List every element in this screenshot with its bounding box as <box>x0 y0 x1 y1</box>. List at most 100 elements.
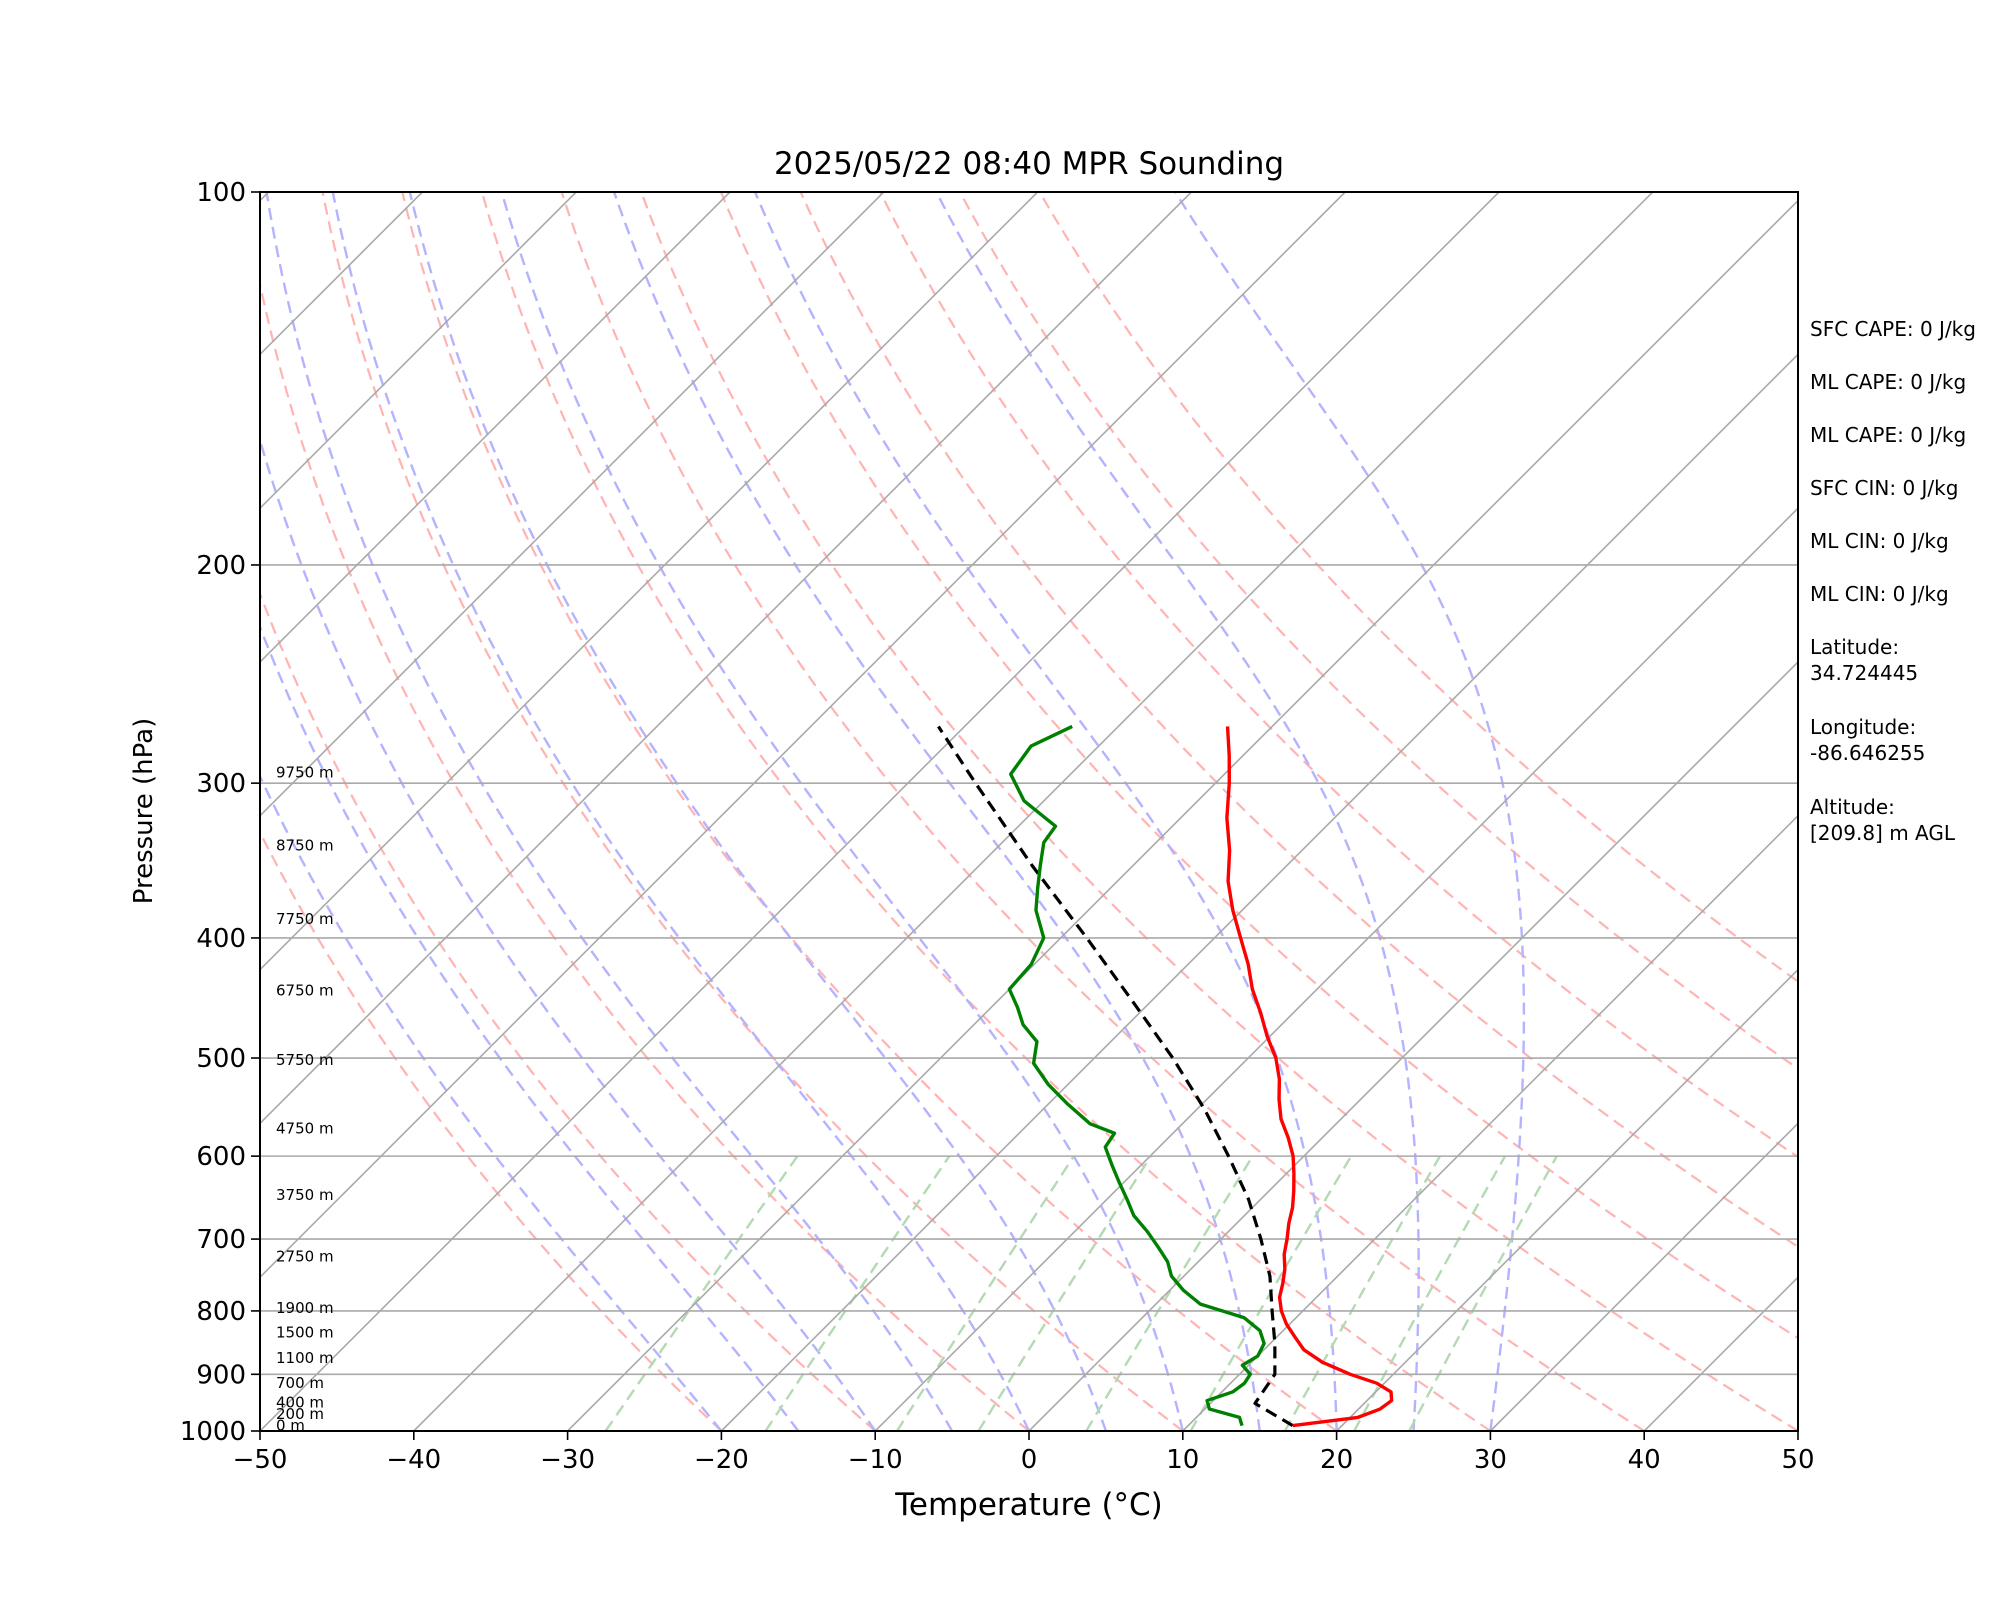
moist-adiabat-line <box>500 192 1184 1431</box>
x-tick-label: −30 <box>540 1445 595 1475</box>
dry-adiabat-line <box>560 192 1645 1431</box>
x-tick-label: 0 <box>1021 1445 1038 1475</box>
y-tick-label: 100 <box>196 178 246 208</box>
height-label: 3750 m <box>276 1186 334 1204</box>
height-label: 5750 m <box>276 1051 334 1069</box>
moist-adiabat-line <box>331 192 1031 1431</box>
mixing-ratio-line <box>1085 1155 1254 1431</box>
dry-adiabat-line <box>719 192 1798 1340</box>
x-axis-label: Temperature (°C) <box>894 1487 1163 1523</box>
height-label: 8750 m <box>276 837 334 855</box>
moist-adiabat-line <box>612 192 1261 1431</box>
latitude-block: Latitude: 34.724445 <box>1810 634 2000 686</box>
isotherm-line <box>260 192 577 510</box>
latitude-label: Latitude: <box>1810 635 1900 659</box>
isotherm-line <box>260 192 1192 1125</box>
moist-adiabat-line <box>753 192 1338 1431</box>
dry-adiabat-line <box>879 192 1798 1159</box>
longitude-value: -86.646255 <box>1810 741 1926 765</box>
ml-cape-stat-2: ML CAPE: 0 J/kg <box>1810 423 1967 447</box>
mixing-ratio-line <box>895 1155 1075 1431</box>
x-tick-label: −50 <box>233 1445 288 1475</box>
y-tick-label: 500 <box>196 1044 246 1074</box>
isotherm-line <box>260 192 731 664</box>
mixing-ratio-line <box>764 1155 951 1431</box>
sounding-stats-panel: SFC CAPE: 0 J/kg ML CAPE: 0 J/kg ML CAPE… <box>1810 316 2000 874</box>
height-label: 6750 m <box>276 981 334 999</box>
isotherm-line <box>413 192 1654 1431</box>
isotherm-line <box>260 192 1039 971</box>
sounding-profiles <box>937 724 1394 1428</box>
dry-adiabat-line <box>958 192 1798 1070</box>
moist-adiabat-line <box>408 192 1108 1431</box>
y-tick-label: 800 <box>196 1297 246 1327</box>
longitude-block: Longitude: -86.646255 <box>1810 714 2000 766</box>
isotherm-line <box>1028 660 1798 1431</box>
longitude-label: Longitude: <box>1810 715 1917 739</box>
y-tick-label: 600 <box>196 1142 246 1172</box>
y-tick-label: 700 <box>196 1225 246 1255</box>
dry-adiabat-line <box>1038 192 1798 983</box>
parcel-profile-line <box>937 725 1294 1427</box>
isotherm-line <box>567 199 1798 1431</box>
moist-adiabat-line <box>260 773 723 1431</box>
x-axis: −50 −40 −30 −20 −10 0 10 20 30 40 50 <box>233 1431 1815 1475</box>
chart-title: 2025/05/22 08:40 MPR Sounding <box>774 146 1284 182</box>
mixing-ratio-line <box>977 1155 1152 1431</box>
sfc-cin-stat: SFC CIN: 0 J/kg <box>1810 476 1959 500</box>
x-tick-label: 40 <box>1628 1445 1661 1475</box>
y-tick-label: 900 <box>196 1360 246 1390</box>
height-label: 1500 m <box>276 1324 334 1342</box>
y-tick-label: 400 <box>196 924 246 954</box>
isotherm-line <box>874 507 1798 1431</box>
y-axis: 100 200 300 400 500 600 700 800 900 1000 <box>180 178 260 1447</box>
x-tick-label: 10 <box>1166 1445 1199 1475</box>
x-tick-label: 30 <box>1474 1445 1507 1475</box>
isotherm-line <box>1336 968 1798 1431</box>
dewpoint-profile-line <box>1007 724 1266 1427</box>
moist-adiabat-line <box>935 192 1420 1431</box>
sfc-cape-stat: SFC CAPE: 0 J/kg <box>1810 317 1976 341</box>
mixing-ratio-line <box>1283 1155 1441 1431</box>
dry-adiabat-line <box>401 192 1338 1431</box>
x-tick-label: −40 <box>386 1445 441 1475</box>
y-axis-label: Pressure (hPa) <box>129 718 159 905</box>
mixing-ratio-line <box>1353 1155 1507 1431</box>
moist-adiabat-line <box>265 192 954 1431</box>
height-label: 2750 m <box>276 1247 334 1265</box>
dry-adiabat-line <box>260 279 1030 1431</box>
height-label: 4750 m <box>276 1120 334 1138</box>
isotherm-line <box>720 353 1798 1431</box>
background-lines <box>0 192 1798 1431</box>
isotherm-line <box>0 192 115 1431</box>
y-tick-label: 200 <box>196 551 246 581</box>
y-tick-label: 1000 <box>180 1417 246 1447</box>
temperature-profile-line <box>1225 726 1394 1428</box>
x-tick-label: 20 <box>1320 1445 1353 1475</box>
altitude-block: Altitude: [209.8] m AGL <box>1810 794 2000 846</box>
height-label: 9750 m <box>276 763 334 781</box>
mixing-ratio-line <box>1408 1155 1558 1431</box>
isotherm-line <box>260 192 1500 1431</box>
isotherm-line <box>1489 1122 1798 1431</box>
dry-adiabat-line <box>480 192 1492 1431</box>
dry-adiabat-line <box>260 830 723 1431</box>
plot-frame <box>259 191 1799 1432</box>
dry-adiabat-line <box>640 192 1798 1431</box>
y-tick-label: 300 <box>196 769 246 799</box>
height-label: 1900 m <box>276 1299 334 1317</box>
altitude-value: [209.8] m AGL <box>1810 821 1956 845</box>
moist-adiabat-line <box>260 623 800 1431</box>
dry-adiabat-line <box>260 590 876 1431</box>
isotherm-line <box>260 192 885 817</box>
dry-adiabat-line <box>799 192 1798 1249</box>
height-label: 400 m <box>276 1393 324 1411</box>
ml-cin-stat-2: ML CIN: 0 J/kg <box>1810 582 1949 606</box>
x-tick-label: −20 <box>694 1445 749 1475</box>
height-label: 700 m <box>276 1374 324 1392</box>
ml-cin-stat: ML CIN: 0 J/kg <box>1810 529 1949 553</box>
height-label: 1100 m <box>276 1349 334 1367</box>
latitude-value: 34.724445 <box>1810 661 1919 685</box>
